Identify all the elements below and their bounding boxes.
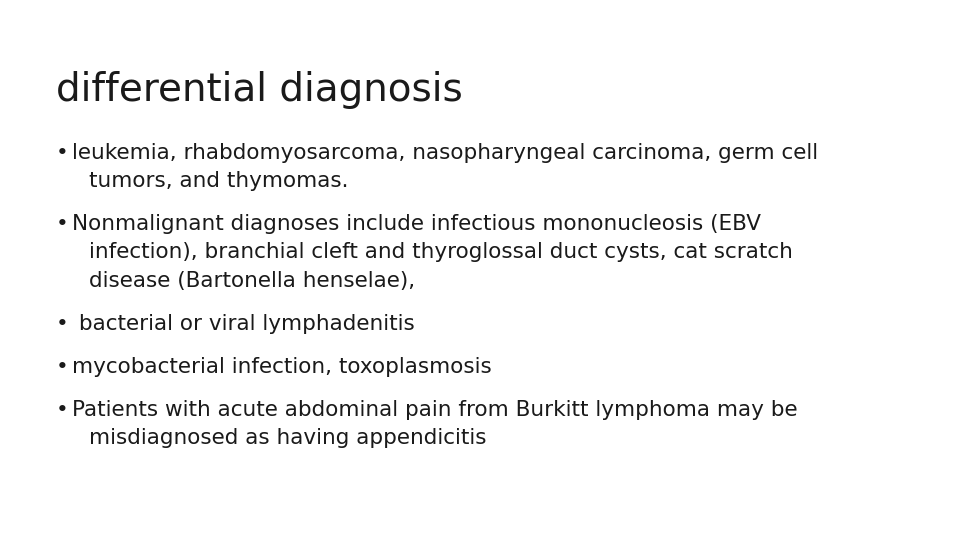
Text: Patients with acute abdominal pain from Burkitt lymphoma may be: Patients with acute abdominal pain from … [72,400,798,420]
Text: mycobacterial infection, toxoplasmosis: mycobacterial infection, toxoplasmosis [72,357,492,377]
Text: •: • [56,143,68,163]
Text: •: • [56,357,68,377]
Text: differential diagnosis: differential diagnosis [56,71,463,109]
Text: infection), branchial cleft and thyroglossal duct cysts, cat scratch: infection), branchial cleft and thyroglo… [89,242,793,262]
Text: •: • [56,314,68,334]
Text: leukemia, rhabdomyosarcoma, nasopharyngeal carcinoma, germ cell: leukemia, rhabdomyosarcoma, nasopharynge… [72,143,818,163]
Text: Nonmalignant diagnoses include infectious mononucleosis (EBV: Nonmalignant diagnoses include infectiou… [72,214,761,234]
Text: misdiagnosed as having appendicitis: misdiagnosed as having appendicitis [89,428,487,448]
Text: •: • [56,400,68,420]
Text: tumors, and thymomas.: tumors, and thymomas. [89,171,348,191]
Text: bacterial or viral lymphadenitis: bacterial or viral lymphadenitis [72,314,415,334]
Text: disease (Bartonella henselae),: disease (Bartonella henselae), [89,271,416,291]
Text: •: • [56,214,68,234]
